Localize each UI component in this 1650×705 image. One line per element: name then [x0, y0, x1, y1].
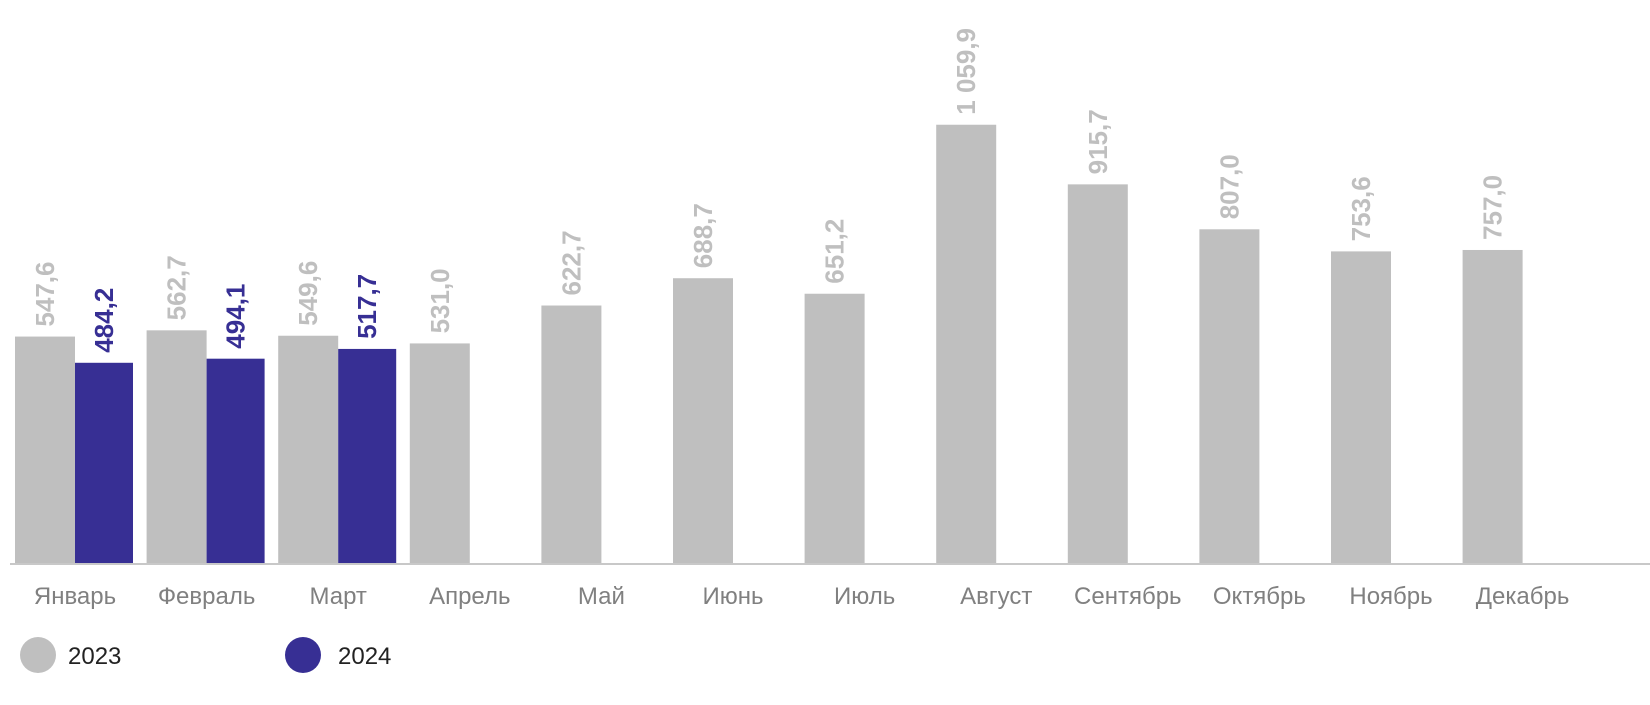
value-label-2023-7: 1 059,9: [951, 28, 981, 115]
legend: 2023 2024: [20, 637, 391, 673]
category-label-3: Апрель: [429, 583, 510, 610]
category-label-7: Август: [960, 583, 1032, 610]
category-label-0: Январь: [34, 583, 116, 610]
legend-swatch-2024: [285, 637, 321, 673]
value-label-2024-0: 484,2: [89, 288, 119, 353]
category-label-1: Февраль: [158, 583, 256, 610]
category-label-8: Сентябрь: [1074, 583, 1182, 610]
value-label-2023-9: 807,0: [1214, 154, 1244, 219]
value-labels-layer: 547,6 484,2 562,7 494,1 549,6 517,7 531,0 622,7…: [30, 28, 1508, 353]
value-label-2023-8: 915,7: [1083, 109, 1113, 174]
value-label-2023-4: 622,7: [556, 230, 586, 295]
category-label-9: Октябрь: [1213, 583, 1306, 610]
bars-layer: [15, 124, 1523, 564]
bar-2024-0: [75, 362, 133, 563]
category-label-10: Ноябрь: [1349, 583, 1432, 610]
value-label-2023-6: 651,2: [820, 219, 850, 284]
bar-2023-1: [146, 330, 207, 563]
legend-label-2023: 2023: [68, 643, 121, 670]
category-label-5: Июнь: [702, 583, 763, 610]
bar-2023-5: [673, 278, 733, 563]
legend-swatch-2023: [20, 637, 56, 673]
value-label-2023-5: 688,7: [688, 203, 718, 268]
value-label-2023-1: 562,7: [162, 255, 192, 320]
bar-2023-7: [936, 124, 997, 563]
bar-2023-3: [409, 343, 470, 563]
value-label-2023-11: 757,0: [1478, 175, 1508, 240]
bar-2024-2: [338, 348, 397, 563]
value-label-2024-1: 494,1: [221, 284, 251, 349]
category-label-6: Июль: [834, 583, 895, 610]
bar-2024-1: [206, 358, 265, 563]
bar-2023-6: [804, 293, 865, 563]
category-labels-layer: Январь Февраль Март Апрель Май Июнь Июль Август…: [34, 583, 1570, 610]
bar-2023-10: [1331, 251, 1391, 563]
value-label-2023-0: 547,6: [30, 261, 60, 326]
legend-label-2024: 2024: [338, 643, 391, 670]
category-label-11: Декабрь: [1476, 583, 1570, 610]
bar-2023-8: [1067, 184, 1128, 564]
category-label-2: Март: [309, 583, 366, 610]
bar-2023-0: [15, 336, 75, 563]
bar-2023-11: [1462, 249, 1523, 563]
value-label-2023-10: 753,6: [1346, 176, 1376, 241]
category-label-4: Май: [578, 583, 625, 610]
bar-2023-2: [278, 335, 339, 563]
value-label-2024-2: 517,7: [352, 274, 382, 339]
value-label-2023-3: 531,0: [425, 268, 455, 333]
value-label-2023-2: 549,6: [293, 261, 323, 326]
bar-2023-9: [1199, 229, 1260, 564]
bar-2023-4: [541, 305, 602, 563]
